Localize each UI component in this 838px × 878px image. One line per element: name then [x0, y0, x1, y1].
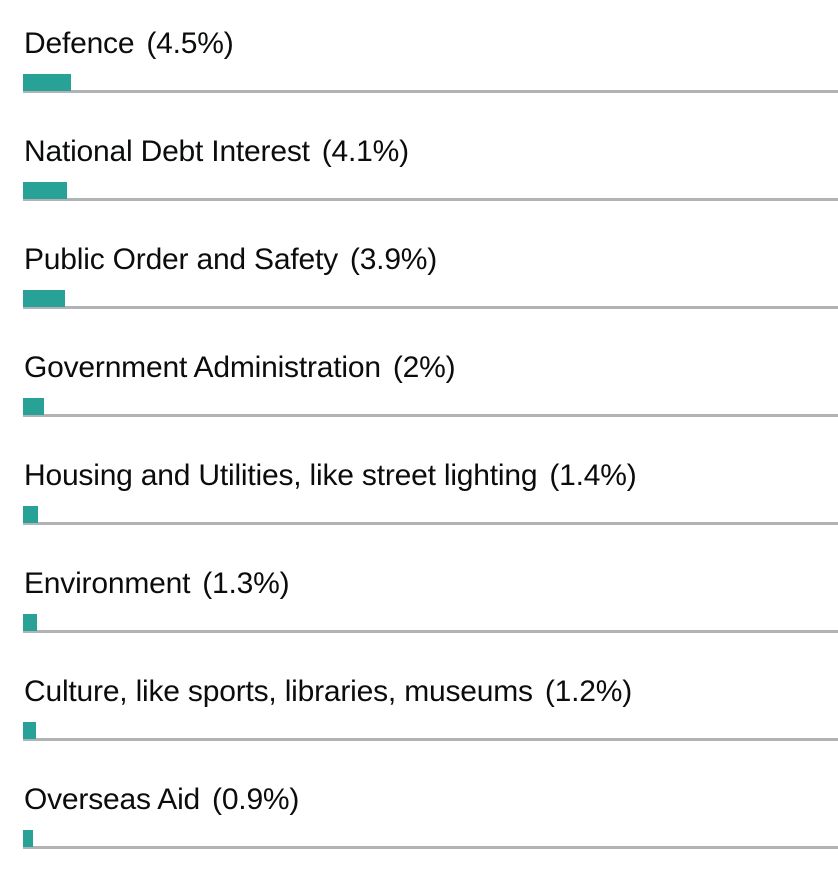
chart-row: National Debt Interest (4.1%) [0, 108, 838, 216]
category-label: Public Order and Safety (3.9%) [24, 240, 437, 280]
bar-baseline [23, 522, 838, 525]
category-label: National Debt Interest (4.1%) [24, 132, 409, 172]
category-label: Government Administration (2%) [24, 348, 456, 388]
bar-baseline [23, 738, 838, 741]
category-name: Public Order and Safety [24, 243, 338, 276]
chart-row: Housing and Utilities, like street light… [0, 432, 838, 540]
category-name: Culture, like sports, libraries, museums [24, 675, 533, 708]
value-label: (1.4%) [549, 459, 637, 492]
chart-row: Public Order and Safety (3.9%) [0, 216, 838, 324]
bar-baseline [23, 414, 838, 417]
chart-row: Government Administration (2%) [0, 324, 838, 432]
category-label: Environment (1.3%) [24, 564, 290, 604]
value-label: (2%) [392, 351, 456, 384]
bar [23, 506, 38, 523]
chart-row: Culture, like sports, libraries, museums… [0, 648, 838, 756]
value-label: (3.9%) [349, 243, 438, 276]
bar-baseline [23, 306, 838, 309]
category-label: Housing and Utilities, like street light… [24, 456, 637, 496]
category-name: Defence [24, 27, 135, 60]
chart-row: Overseas Aid (0.9%) [0, 756, 838, 864]
bar [23, 182, 67, 199]
bar [23, 74, 71, 91]
value-label: (4.5%) [146, 27, 234, 60]
category-name: Government Administration [24, 351, 381, 384]
chart-row: Defence (4.5%) [0, 0, 838, 108]
bar [23, 614, 37, 631]
bar-baseline [23, 90, 838, 93]
bar [23, 398, 44, 415]
value-label: (0.9%) [212, 783, 300, 816]
category-name: National Debt Interest [24, 135, 310, 168]
category-name: Environment [24, 567, 191, 600]
category-label: Defence (4.5%) [24, 24, 234, 64]
value-label: (1.2%) [544, 675, 632, 708]
bar [23, 830, 33, 847]
category-name: Housing and Utilities, like street light… [24, 459, 538, 492]
category-label: Culture, like sports, libraries, museums… [24, 672, 632, 712]
bar-baseline [23, 846, 838, 849]
bar [23, 290, 65, 307]
bar [23, 722, 36, 739]
value-label: (4.1%) [321, 135, 409, 168]
bar-baseline [23, 198, 838, 201]
category-label: Overseas Aid (0.9%) [24, 780, 299, 820]
bar-baseline [23, 630, 838, 633]
category-name: Overseas Aid [24, 783, 201, 816]
value-label: (1.3%) [202, 567, 290, 600]
chart-row: Environment (1.3%) [0, 540, 838, 648]
